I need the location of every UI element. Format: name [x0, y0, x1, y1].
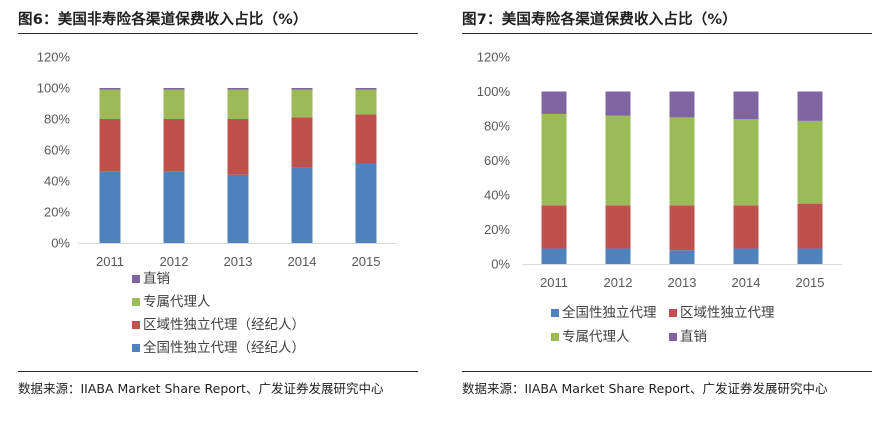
- y-tick-label: 80%: [44, 112, 70, 127]
- source-note: 数据来源：IIABA Market Share Report、广发证券发展研究中…: [18, 381, 384, 396]
- y-tick-label: 0%: [51, 236, 70, 251]
- bar-series-3-2012: [163, 89, 185, 119]
- x-tick-label: 2012: [160, 254, 189, 269]
- bar-series-2-2011: [541, 205, 567, 249]
- chart-panel-left: 图6：美国非寿险各渠道保费收入占比（%） 0% 20% 40% 60% 80% 100% 1…: [18, 0, 438, 434]
- bar-series-4-2011: [99, 88, 121, 90]
- bar-series-3-2014: [733, 119, 759, 206]
- bar-series-3-2015: [797, 120, 823, 204]
- legend-label-series-3: 专属代理人: [143, 294, 211, 310]
- bar-series-2-2015: [355, 114, 377, 164]
- y-tick-label: 0%: [491, 257, 510, 272]
- bar-series-1-2014: [291, 167, 313, 243]
- bar-series-4-2015: [355, 88, 377, 90]
- bar-series-3-2014: [291, 89, 313, 118]
- legend-swatch-series-4: [132, 275, 140, 283]
- x-tick-label: 2011: [540, 275, 568, 290]
- bar-series-4-2013: [669, 91, 695, 118]
- legend-label-series-3: 专属代理人: [562, 329, 630, 345]
- legend-swatch-series-3: [551, 333, 559, 341]
- legend-swatch-series-3: [132, 298, 140, 306]
- bar-series-3-2011: [99, 89, 121, 119]
- bar-series-2-2015: [797, 203, 823, 249]
- bar-series-1-2012: [163, 171, 185, 243]
- y-tick-label: 120%: [477, 50, 511, 65]
- bar-series-3-2013: [227, 89, 249, 119]
- bar-series-2-2013: [227, 119, 249, 175]
- y-tick-label: 40%: [484, 188, 510, 203]
- bar-series-2-2012: [163, 119, 185, 172]
- bar-series-1-2014: [733, 248, 759, 264]
- bar-series-4-2015: [797, 91, 823, 121]
- bar-series-4-2014: [291, 88, 313, 90]
- x-tick-label: 2015: [352, 254, 381, 269]
- bar-series-2-2013: [669, 205, 695, 251]
- y-tick-label: 20%: [484, 222, 510, 237]
- x-tick-label: 2012: [604, 275, 633, 290]
- bar-series-4-2012: [163, 88, 185, 90]
- source-rule: [18, 371, 418, 372]
- legend-label-series-2: 区域性独立代理（经纪人）: [143, 317, 305, 333]
- bar-series-3-2013: [669, 117, 695, 206]
- legend-label-series-4: 直销: [680, 329, 707, 345]
- legend-swatch-series-4: [669, 333, 677, 341]
- legend-swatch-series-1: [132, 344, 140, 352]
- bar-series-1-2012: [605, 248, 631, 264]
- chart-title: 图6：美国非寿险各渠道保费收入占比（%）: [18, 12, 308, 28]
- chart-title: 图7：美国寿险各渠道保费收入占比（%）: [462, 12, 737, 28]
- bar-series-1-2011: [541, 248, 567, 264]
- title-rule: [18, 33, 418, 34]
- legend-label-series-4: 直销: [143, 271, 170, 287]
- bar-series-1-2015: [797, 248, 823, 264]
- x-tick-label: 2014: [732, 275, 761, 290]
- bar-series-1-2013: [669, 250, 695, 264]
- title-rule: [462, 33, 872, 34]
- chart-svg: 0% 20% 40% 60% 80% 100% 120% 2011 2012 2013 2014 20…: [477, 50, 842, 345]
- bar-series-2-2014: [291, 117, 313, 168]
- chart-panel-right: 图7：美国寿险各渠道保费收入占比（%） 0% 20% 40% 60% 80% 100% 12…: [462, 0, 882, 434]
- source-rule: [462, 371, 872, 372]
- legend-label-series-2: 区域性独立代理: [680, 305, 775, 321]
- bar-series-2-2011: [99, 119, 121, 172]
- x-tick-label: 2015: [796, 275, 825, 290]
- y-tick-label: 60%: [44, 143, 70, 158]
- y-tick-label: 20%: [44, 205, 70, 220]
- legend-swatch-series-1: [551, 309, 559, 317]
- y-tick-label: 120%: [37, 50, 71, 65]
- bar-series-3-2012: [605, 115, 631, 206]
- bar-series-3-2011: [541, 113, 567, 206]
- x-tick-label: 2011: [96, 254, 124, 269]
- bar-series-1-2011: [99, 171, 121, 243]
- x-tick-label: 2013: [224, 254, 253, 269]
- y-tick-label: 80%: [484, 119, 510, 134]
- legend-label-series-1: 全国性独立代理（经纪人）: [143, 339, 305, 356]
- source-note: 数据来源：IIABA Market Share Report、广发证券发展研究中…: [462, 381, 828, 396]
- bar-series-1-2013: [227, 174, 249, 243]
- bar-series-4-2013: [227, 88, 249, 90]
- x-tick-label: 2013: [668, 275, 697, 290]
- x-tick-label: 2014: [288, 254, 317, 269]
- bar-series-4-2012: [605, 91, 631, 116]
- y-tick-label: 100%: [477, 84, 511, 99]
- bar-series-3-2015: [355, 89, 377, 115]
- bar-series-4-2014: [733, 91, 759, 120]
- bar-series-1-2015: [355, 163, 377, 243]
- chart-svg: 0% 20% 40% 60% 80% 100% 120% 2011 2012 2013 2014 20…: [37, 50, 398, 356]
- y-tick-label: 100%: [37, 81, 71, 96]
- bar-series-4-2011: [541, 91, 567, 114]
- bar-series-2-2014: [733, 205, 759, 249]
- legend-swatch-series-2: [132, 321, 140, 329]
- y-tick-label: 60%: [484, 153, 510, 168]
- legend-label-series-1: 全国性独立代理: [562, 304, 657, 321]
- bar-series-2-2012: [605, 205, 631, 249]
- y-tick-label: 40%: [44, 174, 70, 189]
- legend-swatch-series-2: [669, 309, 677, 317]
